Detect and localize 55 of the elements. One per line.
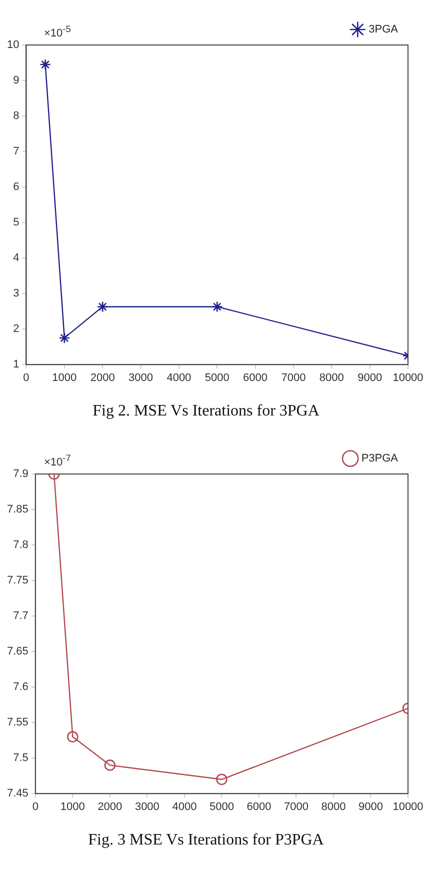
y-tick-label: 7.45 — [6, 788, 28, 800]
x-tick-label: 8000 — [319, 372, 344, 384]
x-tick-label: 7000 — [281, 372, 306, 384]
x-tick-label: 9000 — [358, 801, 383, 814]
point — [40, 58, 51, 70]
x-tick-label: 1000 — [60, 801, 85, 814]
y-tick-label: 5 — [13, 216, 20, 229]
point — [58, 332, 70, 344]
legend-label: 3PGA — [368, 24, 399, 36]
x-tick-label: 5000 — [209, 801, 234, 814]
y-tick-label: 7.75 — [6, 574, 28, 587]
y-tick-label: 3 — [13, 288, 20, 300]
y-tick-label: 6 — [13, 181, 20, 194]
x-tick-label: 1000 — [52, 372, 77, 384]
point — [96, 301, 108, 312]
y-tick-label: 7.7 — [13, 610, 28, 622]
x-tick-label: 9000 — [358, 372, 382, 384]
point — [216, 774, 228, 786]
y-tick-label: 7.65 — [6, 646, 28, 658]
point — [104, 760, 116, 771]
point — [211, 301, 223, 312]
x-tick-label: 10000 — [392, 801, 424, 814]
y-tick-label: 4 — [13, 252, 20, 264]
x-tick-label: 4000 — [172, 801, 197, 814]
y-tick-label: 1 — [13, 358, 20, 371]
x-tick-label: 7000 — [284, 801, 308, 814]
x-tick-label: 3000 — [134, 801, 160, 814]
x-tick-label: 3000 — [128, 372, 154, 384]
text: ×10$^{-5}$ — [44, 24, 71, 40]
text: ×10$^{-7}$ — [44, 453, 71, 469]
x-tick-label: 0 — [32, 801, 38, 814]
x-tick-label: 4000 — [166, 372, 192, 384]
x-tick-label: 2000 — [98, 801, 122, 814]
text: Fig 2. MSE Vs Iterations for 3PGA — [92, 402, 320, 420]
x-tick-label: 8000 — [321, 801, 346, 814]
y-tick-label: 7.6 — [13, 681, 28, 694]
y-tick-label: 7.85 — [6, 504, 28, 516]
y-tick-label: 10 — [6, 39, 20, 52]
y-tick-label: 7.5 — [13, 752, 28, 764]
x-tick-label: 5000 — [204, 372, 230, 384]
x-tick-label: 0 — [23, 372, 30, 384]
x-tick-label: 10000 — [392, 372, 424, 384]
y-tick-label: 7 — [13, 146, 20, 158]
text: Fig. 3 MSE Vs Iterations for P3PGA — [88, 832, 324, 849]
x-tick-label: 6000 — [243, 372, 268, 384]
x-tick-label: 6000 — [246, 801, 272, 814]
y-tick-label: 2 — [13, 323, 20, 336]
y-tick-label: 7.9 — [13, 468, 28, 480]
x-tick-label: 2000 — [90, 372, 115, 384]
y-tick-label: 7.55 — [6, 716, 28, 729]
point — [67, 731, 78, 742]
y-tick-label: 9 — [13, 74, 20, 87]
legend-label: P3PGA — [361, 452, 399, 465]
y-tick-label: 7.8 — [13, 539, 28, 552]
y-tick-label: 8 — [13, 110, 20, 122]
